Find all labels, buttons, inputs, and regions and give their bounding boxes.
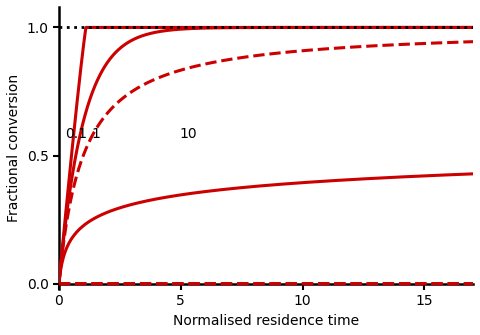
Text: 0.1: 0.1 [65, 127, 87, 141]
Text: 10: 10 [179, 127, 197, 141]
X-axis label: Normalised residence time: Normalised residence time [173, 314, 359, 328]
Text: 1: 1 [91, 127, 100, 141]
Y-axis label: Fractional conversion: Fractional conversion [7, 74, 21, 222]
